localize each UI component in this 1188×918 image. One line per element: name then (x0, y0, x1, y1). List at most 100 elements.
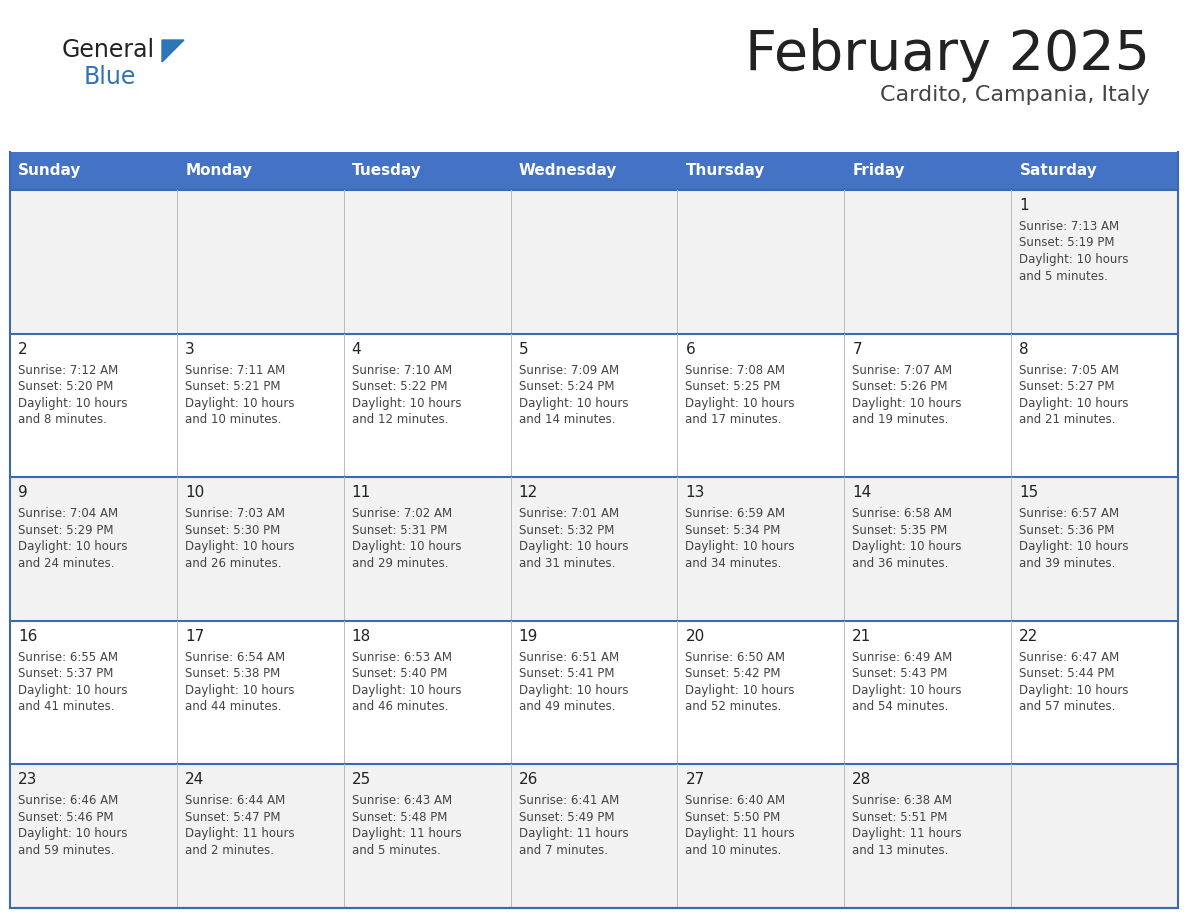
Text: 4: 4 (352, 341, 361, 356)
Text: Sunrise: 6:57 AM: Sunrise: 6:57 AM (1019, 508, 1119, 521)
Text: Sunset: 5:34 PM: Sunset: 5:34 PM (685, 523, 781, 537)
Text: Sunrise: 7:07 AM: Sunrise: 7:07 AM (852, 364, 953, 376)
Text: Sunset: 5:41 PM: Sunset: 5:41 PM (519, 667, 614, 680)
Text: 19: 19 (519, 629, 538, 644)
Text: Monday: Monday (185, 163, 252, 178)
Bar (10, 333, 1178, 477)
Text: and 21 minutes.: and 21 minutes. (1019, 413, 1116, 426)
Text: and 59 minutes.: and 59 minutes. (18, 844, 114, 856)
Text: Sunset: 5:26 PM: Sunset: 5:26 PM (852, 380, 948, 393)
Text: Daylight: 10 hours: Daylight: 10 hours (685, 397, 795, 409)
Text: Daylight: 10 hours: Daylight: 10 hours (1019, 397, 1129, 409)
Text: Tuesday: Tuesday (352, 163, 422, 178)
Text: Sunrise: 6:46 AM: Sunrise: 6:46 AM (18, 794, 119, 808)
Text: Sunrise: 6:58 AM: Sunrise: 6:58 AM (852, 508, 953, 521)
Text: Daylight: 10 hours: Daylight: 10 hours (852, 397, 962, 409)
Text: Daylight: 10 hours: Daylight: 10 hours (1019, 540, 1129, 554)
Bar (10, 190, 1178, 333)
Text: and 7 minutes.: and 7 minutes. (519, 844, 607, 856)
Text: 17: 17 (185, 629, 204, 644)
Text: Sunset: 5:49 PM: Sunset: 5:49 PM (519, 811, 614, 823)
Text: Daylight: 11 hours: Daylight: 11 hours (352, 827, 461, 840)
Text: and 49 minutes.: and 49 minutes. (519, 700, 615, 713)
Text: Sunset: 5:21 PM: Sunset: 5:21 PM (185, 380, 280, 393)
Text: Sunset: 5:35 PM: Sunset: 5:35 PM (852, 523, 948, 537)
Text: and 14 minutes.: and 14 minutes. (519, 413, 615, 426)
Text: Sunrise: 6:49 AM: Sunrise: 6:49 AM (852, 651, 953, 664)
Text: and 39 minutes.: and 39 minutes. (1019, 556, 1116, 570)
Text: and 54 minutes.: and 54 minutes. (852, 700, 949, 713)
Text: Sunset: 5:31 PM: Sunset: 5:31 PM (352, 523, 447, 537)
Text: Daylight: 10 hours: Daylight: 10 hours (185, 684, 295, 697)
Text: and 13 minutes.: and 13 minutes. (852, 844, 949, 856)
Text: 24: 24 (185, 772, 204, 788)
Text: Sunrise: 7:03 AM: Sunrise: 7:03 AM (185, 508, 285, 521)
Text: 6: 6 (685, 341, 695, 356)
Text: 13: 13 (685, 486, 704, 500)
Text: Daylight: 10 hours: Daylight: 10 hours (519, 684, 628, 697)
Text: and 26 minutes.: and 26 minutes. (185, 556, 282, 570)
Text: Sunset: 5:22 PM: Sunset: 5:22 PM (352, 380, 447, 393)
Text: Sunrise: 7:10 AM: Sunrise: 7:10 AM (352, 364, 451, 376)
Text: Sunrise: 7:13 AM: Sunrise: 7:13 AM (1019, 220, 1119, 233)
Text: 14: 14 (852, 486, 872, 500)
Text: and 29 minutes.: and 29 minutes. (352, 556, 448, 570)
Text: 27: 27 (685, 772, 704, 788)
Text: Sunrise: 7:05 AM: Sunrise: 7:05 AM (1019, 364, 1119, 376)
Text: Sunset: 5:47 PM: Sunset: 5:47 PM (185, 811, 280, 823)
Text: Sunrise: 6:43 AM: Sunrise: 6:43 AM (352, 794, 451, 808)
Text: 3: 3 (185, 341, 195, 356)
Text: Sunrise: 6:44 AM: Sunrise: 6:44 AM (185, 794, 285, 808)
Text: Daylight: 10 hours: Daylight: 10 hours (352, 684, 461, 697)
Text: Sunset: 5:50 PM: Sunset: 5:50 PM (685, 811, 781, 823)
Text: and 19 minutes.: and 19 minutes. (852, 413, 949, 426)
Text: Sunset: 5:25 PM: Sunset: 5:25 PM (685, 380, 781, 393)
Text: and 41 minutes.: and 41 minutes. (18, 700, 114, 713)
Text: Sunrise: 7:01 AM: Sunrise: 7:01 AM (519, 508, 619, 521)
Text: 11: 11 (352, 486, 371, 500)
Bar (10, 477, 1178, 621)
Text: Sunset: 5:27 PM: Sunset: 5:27 PM (1019, 380, 1114, 393)
Text: 16: 16 (18, 629, 37, 644)
Text: 12: 12 (519, 486, 538, 500)
Text: and 5 minutes.: and 5 minutes. (352, 844, 441, 856)
Text: Daylight: 10 hours: Daylight: 10 hours (685, 684, 795, 697)
Bar (10, 152, 177, 190)
Text: Daylight: 10 hours: Daylight: 10 hours (185, 397, 295, 409)
Text: Sunset: 5:43 PM: Sunset: 5:43 PM (852, 667, 948, 680)
Bar (343, 152, 511, 190)
Text: Sunrise: 7:11 AM: Sunrise: 7:11 AM (185, 364, 285, 376)
Text: Daylight: 10 hours: Daylight: 10 hours (18, 684, 127, 697)
Bar (177, 152, 343, 190)
Text: and 31 minutes.: and 31 minutes. (519, 556, 615, 570)
Text: Cardito, Campania, Italy: Cardito, Campania, Italy (880, 85, 1150, 105)
Text: Sunrise: 7:02 AM: Sunrise: 7:02 AM (352, 508, 451, 521)
Text: 5: 5 (519, 341, 529, 356)
Text: and 2 minutes.: and 2 minutes. (185, 844, 274, 856)
Text: Sunset: 5:46 PM: Sunset: 5:46 PM (18, 811, 114, 823)
Text: Sunset: 5:37 PM: Sunset: 5:37 PM (18, 667, 113, 680)
Polygon shape (162, 40, 184, 62)
Text: 23: 23 (18, 772, 37, 788)
Text: Sunset: 5:24 PM: Sunset: 5:24 PM (519, 380, 614, 393)
Text: Daylight: 10 hours: Daylight: 10 hours (1019, 684, 1129, 697)
Bar (845, 152, 1011, 190)
Text: and 57 minutes.: and 57 minutes. (1019, 700, 1116, 713)
Text: Sunrise: 6:40 AM: Sunrise: 6:40 AM (685, 794, 785, 808)
Text: 22: 22 (1019, 629, 1038, 644)
Text: Sunrise: 6:55 AM: Sunrise: 6:55 AM (18, 651, 118, 664)
Text: Daylight: 10 hours: Daylight: 10 hours (18, 827, 127, 840)
Text: and 12 minutes.: and 12 minutes. (352, 413, 448, 426)
Bar (10, 765, 1178, 908)
Bar (677, 152, 845, 190)
Text: Daylight: 10 hours: Daylight: 10 hours (352, 397, 461, 409)
Text: Sunset: 5:42 PM: Sunset: 5:42 PM (685, 667, 781, 680)
Text: 2: 2 (18, 341, 27, 356)
Text: and 17 minutes.: and 17 minutes. (685, 413, 782, 426)
Text: 20: 20 (685, 629, 704, 644)
Text: 9: 9 (18, 486, 27, 500)
Text: Daylight: 10 hours: Daylight: 10 hours (185, 540, 295, 554)
Text: 8: 8 (1019, 341, 1029, 356)
Text: and 5 minutes.: and 5 minutes. (1019, 270, 1108, 283)
Text: 7: 7 (852, 341, 862, 356)
